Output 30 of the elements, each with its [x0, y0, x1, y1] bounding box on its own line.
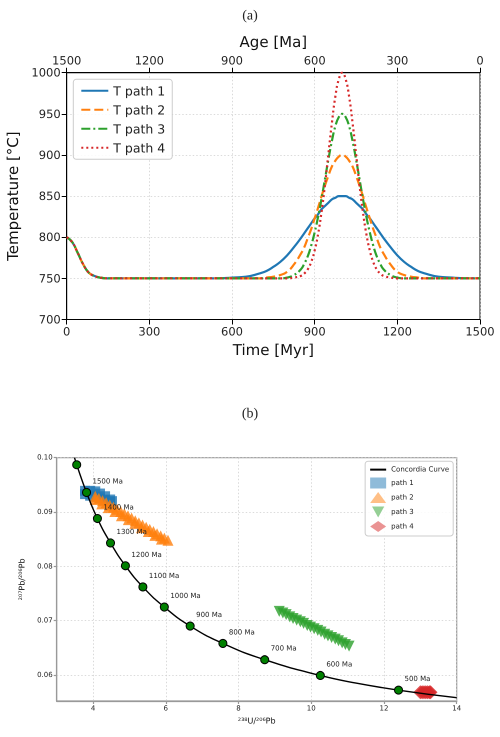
x2-axis-title: Age [Ma] — [240, 33, 308, 52]
legend-label: T path 1 — [112, 83, 166, 98]
y-tick-label: 750 — [38, 271, 61, 286]
y-axis-title: Temperature [°C] — [4, 131, 22, 262]
y-tick-label: 950 — [38, 106, 61, 121]
x-tick-label: 1500 — [465, 324, 495, 338]
y-tick-label: 700 — [38, 312, 61, 326]
x-axis-title: ²³⁸U/²⁰⁶Pb — [238, 716, 276, 726]
x2-tick-label: 600 — [304, 54, 326, 68]
x-tick-label: 300 — [138, 324, 160, 338]
y-tick-label: 800 — [38, 230, 61, 244]
x-tick-label: 600 — [221, 324, 243, 338]
x2-tick-label: 1200 — [134, 54, 164, 68]
legend-label: T path 2 — [112, 102, 166, 118]
x-tick-label: 0 — [63, 324, 70, 338]
legend-label: T path 3 — [112, 121, 166, 136]
x-axis-title: Time [Myr] — [232, 341, 314, 359]
y-tick-label: 850 — [38, 189, 61, 204]
x2-tick-label: 0 — [476, 54, 484, 68]
legend-label: T path 4 — [112, 140, 166, 156]
y-tick-label: 900 — [38, 148, 61, 162]
y-axis-title: ²⁰⁷Pb/²⁰⁶Pb — [18, 558, 27, 600]
x2-tick-label: 900 — [221, 54, 243, 68]
x2-tick-label: 300 — [386, 54, 408, 68]
x2-tick-label: 1500 — [52, 54, 82, 68]
chart-title: (b) — [242, 406, 258, 422]
chart-title: (a) — [242, 8, 258, 24]
x-tick-label: 900 — [304, 324, 326, 338]
y-tick-label: 1000 — [31, 66, 61, 80]
x-tick-label: 1200 — [382, 324, 412, 338]
